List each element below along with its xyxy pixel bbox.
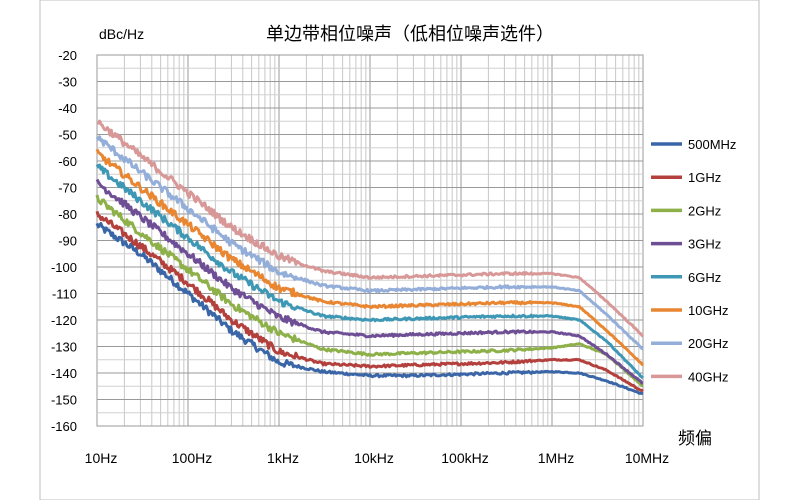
chart-frame: [39, 0, 760, 500]
legend-label: 20GHz: [688, 336, 728, 351]
x-tick-label: 10MHz: [625, 450, 669, 466]
legend-label: 10GHz: [688, 303, 728, 318]
y-axis-label: dBc/Hz: [99, 26, 144, 42]
legend-label: 40GHz: [688, 369, 728, 384]
legend-label: 500MHz: [688, 137, 736, 152]
legend-label: 3GHz: [688, 237, 721, 252]
y-tick-label: -120: [51, 313, 77, 328]
y-tick-label: -150: [51, 393, 77, 408]
y-tick-label: -50: [58, 128, 77, 143]
y-tick-label: -140: [51, 366, 77, 381]
legend-label: 1GHz: [688, 170, 721, 185]
y-tick-label: -100: [51, 260, 77, 275]
series-line-2ghz: [95, 194, 644, 388]
x-tick-label: 1MHz: [538, 450, 575, 466]
y-tick-label: -110: [52, 287, 77, 302]
y-tick-label: -160: [51, 419, 77, 434]
series-line-6ghz: [95, 163, 644, 380]
y-tick-label: -20: [58, 48, 77, 63]
legend-label: 6GHz: [688, 270, 721, 285]
x-axis-label: 频偏: [678, 429, 712, 449]
series-line-1ghz: [95, 210, 644, 393]
y-tick-label: -90: [58, 234, 77, 249]
series-line-20ghz: [95, 135, 644, 351]
x-tick-label: 100Hz: [172, 450, 212, 466]
y-tick-label: -70: [58, 181, 77, 196]
x-tick-label: 10Hz: [85, 450, 118, 466]
y-tick-label: -40: [58, 101, 77, 116]
series-line-500mhz: [95, 222, 644, 396]
series-line-10ghz: [95, 148, 645, 367]
series-line-3ghz: [95, 178, 644, 385]
grid-layer: [96, 54, 644, 427]
axis-layer: -20 -30 -40 -50 -60 -70 -80 -90 -100 -110 -120 -130…: [51, 48, 669, 466]
legend: 500MHz 1GHz 2GHz 3GHz 6GHz 10GHz 20GHz 40GHz: [651, 137, 736, 384]
x-tick-label: 10kHz: [354, 450, 394, 466]
chart-title: 单边带相位噪声（低相位噪声选件）: [266, 24, 554, 45]
y-tick-label: -30: [58, 75, 77, 90]
x-tick-label: 100kHz: [441, 450, 488, 466]
x-tick-label: 1kHz: [267, 450, 299, 466]
y-tick-label: -60: [58, 154, 77, 169]
series-layer: [95, 119, 645, 396]
y-tick-label: -80: [58, 207, 77, 222]
y-tick-label: -130: [51, 340, 77, 355]
legend-label: 2GHz: [688, 203, 721, 218]
series-line-40ghz: [96, 119, 645, 338]
